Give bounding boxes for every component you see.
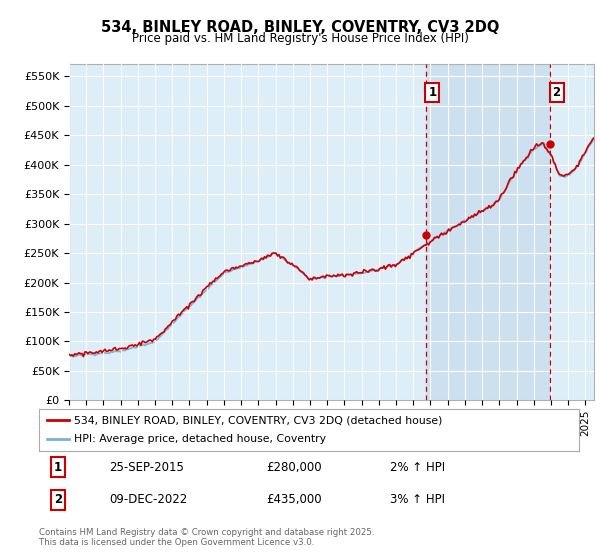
Text: 2: 2 (54, 493, 62, 506)
Text: Contains HM Land Registry data © Crown copyright and database right 2025.
This d: Contains HM Land Registry data © Crown c… (39, 528, 374, 547)
Text: £435,000: £435,000 (266, 493, 322, 506)
Text: HPI: Average price, detached house, Coventry: HPI: Average price, detached house, Cove… (74, 435, 326, 445)
Text: 25-SEP-2015: 25-SEP-2015 (109, 461, 184, 474)
Text: 534, BINLEY ROAD, BINLEY, COVENTRY, CV3 2DQ: 534, BINLEY ROAD, BINLEY, COVENTRY, CV3 … (101, 20, 499, 35)
Text: 1: 1 (54, 461, 62, 474)
Bar (426, 64, 550, 400)
Text: 09-DEC-2022: 09-DEC-2022 (109, 493, 187, 506)
Text: 2% ↑ HPI: 2% ↑ HPI (390, 461, 445, 474)
Text: 3% ↑ HPI: 3% ↑ HPI (390, 493, 445, 506)
Text: Price paid vs. HM Land Registry's House Price Index (HPI): Price paid vs. HM Land Registry's House … (131, 32, 469, 45)
Text: 2: 2 (553, 86, 560, 99)
Text: 1: 1 (428, 86, 437, 99)
Text: £280,000: £280,000 (266, 461, 322, 474)
Text: 534, BINLEY ROAD, BINLEY, COVENTRY, CV3 2DQ (detached house): 534, BINLEY ROAD, BINLEY, COVENTRY, CV3 … (74, 415, 442, 425)
